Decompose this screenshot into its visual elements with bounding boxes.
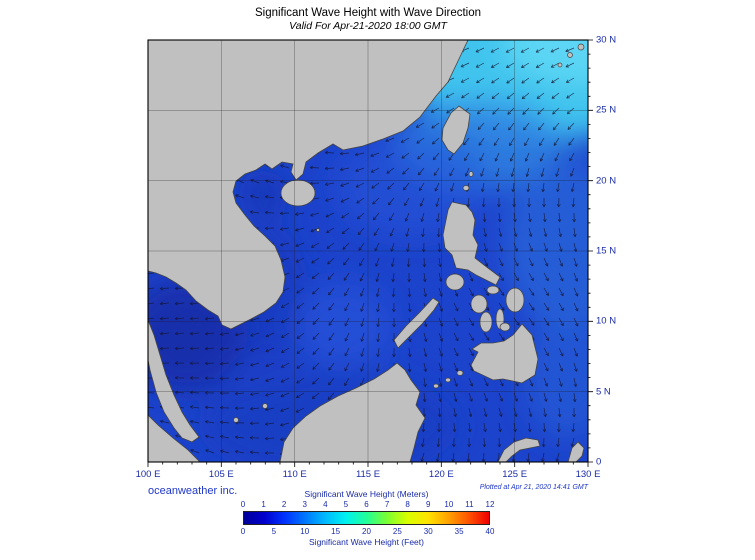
legend-feet-ticks: 0 5 10 15 20 25 30 35 40 (240, 527, 495, 537)
palawan-island (393, 297, 440, 349)
x-axis: 100 E 105 E 110 E 115 E 120 E 125 E 130 E (136, 469, 601, 481)
meters-tick-label: 0 (240, 500, 246, 509)
anambas-island (233, 417, 239, 423)
meters-tick-label: 8 (405, 500, 410, 509)
meters-tick-label: 12 (485, 500, 495, 509)
meters-tick-label: 5 (343, 500, 349, 509)
panay-island (470, 294, 488, 314)
graticule (148, 40, 588, 462)
x-axis-tick-label: 100 E (135, 469, 161, 480)
taiwan-island (441, 105, 471, 155)
feet-tick-label: 15 (331, 527, 341, 536)
halmahera-island (567, 441, 585, 462)
meters-tick-label: 1 (261, 500, 266, 509)
y-axis-tick-label: 5 N (596, 386, 611, 398)
feet-tick-label: 40 (485, 527, 495, 536)
legend-meters-ticks: 0 1 2 3 4 5 6 7 8 9 10 11 12 (240, 500, 495, 510)
legend-meters-label: Significant Wave Height (Meters) (304, 489, 429, 499)
y-axis-tick-label: 30 N (596, 34, 617, 46)
hainan-island (280, 179, 316, 207)
legend-feet-label: Significant Wave Height (Feet) (309, 537, 424, 547)
oceanweather-credit: oceanweather inc. (148, 485, 238, 497)
feet-tick-label: 30 (423, 527, 433, 536)
map-layers (148, 40, 588, 462)
wave-height-map (147, 39, 593, 467)
x-axis-tick-label: 115 E (355, 469, 381, 480)
x-axis-tick-label: 110 E (282, 469, 307, 480)
mainland-asia (148, 40, 469, 330)
babuyan-island (462, 185, 470, 191)
negros-island (479, 311, 493, 333)
batanes-island (468, 171, 474, 177)
ryukyu-island-1 (557, 62, 563, 68)
page-title: Significant Wave Height with Wave Direct… (254, 7, 482, 19)
borneo-island (279, 362, 426, 462)
meters-tick-label: 11 (465, 500, 474, 509)
mindanao-island (470, 323, 539, 384)
mindoro-island (445, 273, 465, 291)
map-frame (147, 39, 589, 463)
y-axis-tick-label: 25 N (596, 104, 617, 116)
meters-tick-label: 3 (302, 500, 307, 509)
feet-tick-label: 0 (240, 527, 246, 536)
x-axis-tick-label: 120 E (428, 469, 454, 480)
y-axis-tick-label: 20 N (596, 175, 617, 187)
meters-tick-label: 9 (426, 500, 431, 509)
x-axis-tick-label: 105 E (208, 469, 234, 480)
sumatra (148, 414, 201, 462)
samar-island (505, 287, 525, 313)
natuna-island (262, 403, 268, 409)
sulu-island-1 (456, 370, 464, 376)
paracel-island (316, 228, 320, 232)
y-axis-tick-label: 15 N (596, 245, 617, 257)
bohol-island (499, 322, 511, 332)
feet-tick-label: 35 (454, 527, 464, 536)
x-axis-tick-label: 130 E (575, 469, 601, 480)
malay-peninsula (148, 319, 200, 443)
luzon-island (442, 201, 501, 286)
feet-tick-label: 25 (392, 527, 402, 536)
meters-tick-label: 7 (384, 500, 390, 509)
valid-time-subtitle: Valid For Apr-21-2020 18:00 GMT (289, 20, 447, 32)
meters-tick-label: 2 (281, 500, 287, 509)
masbate-island (486, 285, 500, 295)
axis-tick-marks (147, 39, 593, 467)
meters-tick-label: 10 (444, 500, 454, 509)
ryukyu-island-3 (577, 43, 585, 51)
sulu-island-2 (445, 377, 451, 383)
sulu-island-3 (433, 383, 439, 389)
feet-tick-label: 10 (300, 527, 310, 536)
feet-tick-label: 5 (271, 527, 277, 536)
meters-tick-label: 6 (364, 500, 369, 509)
plotted-timestamp: Plotted at Apr 21, 2020 14:41 GMT (479, 484, 588, 491)
map-plot-area (147, 39, 593, 467)
ryukyu-island-2 (567, 52, 573, 58)
feet-tick-label: 20 (362, 527, 371, 536)
meters-tick-label: 4 (323, 500, 328, 509)
x-axis-tick-label: 125 E (502, 469, 528, 480)
y-axis-tick-label: 0 (596, 456, 602, 468)
y-axis-tick-label: 10 N (596, 315, 617, 327)
colorbar (243, 511, 490, 525)
sulawesi-island (497, 437, 541, 462)
